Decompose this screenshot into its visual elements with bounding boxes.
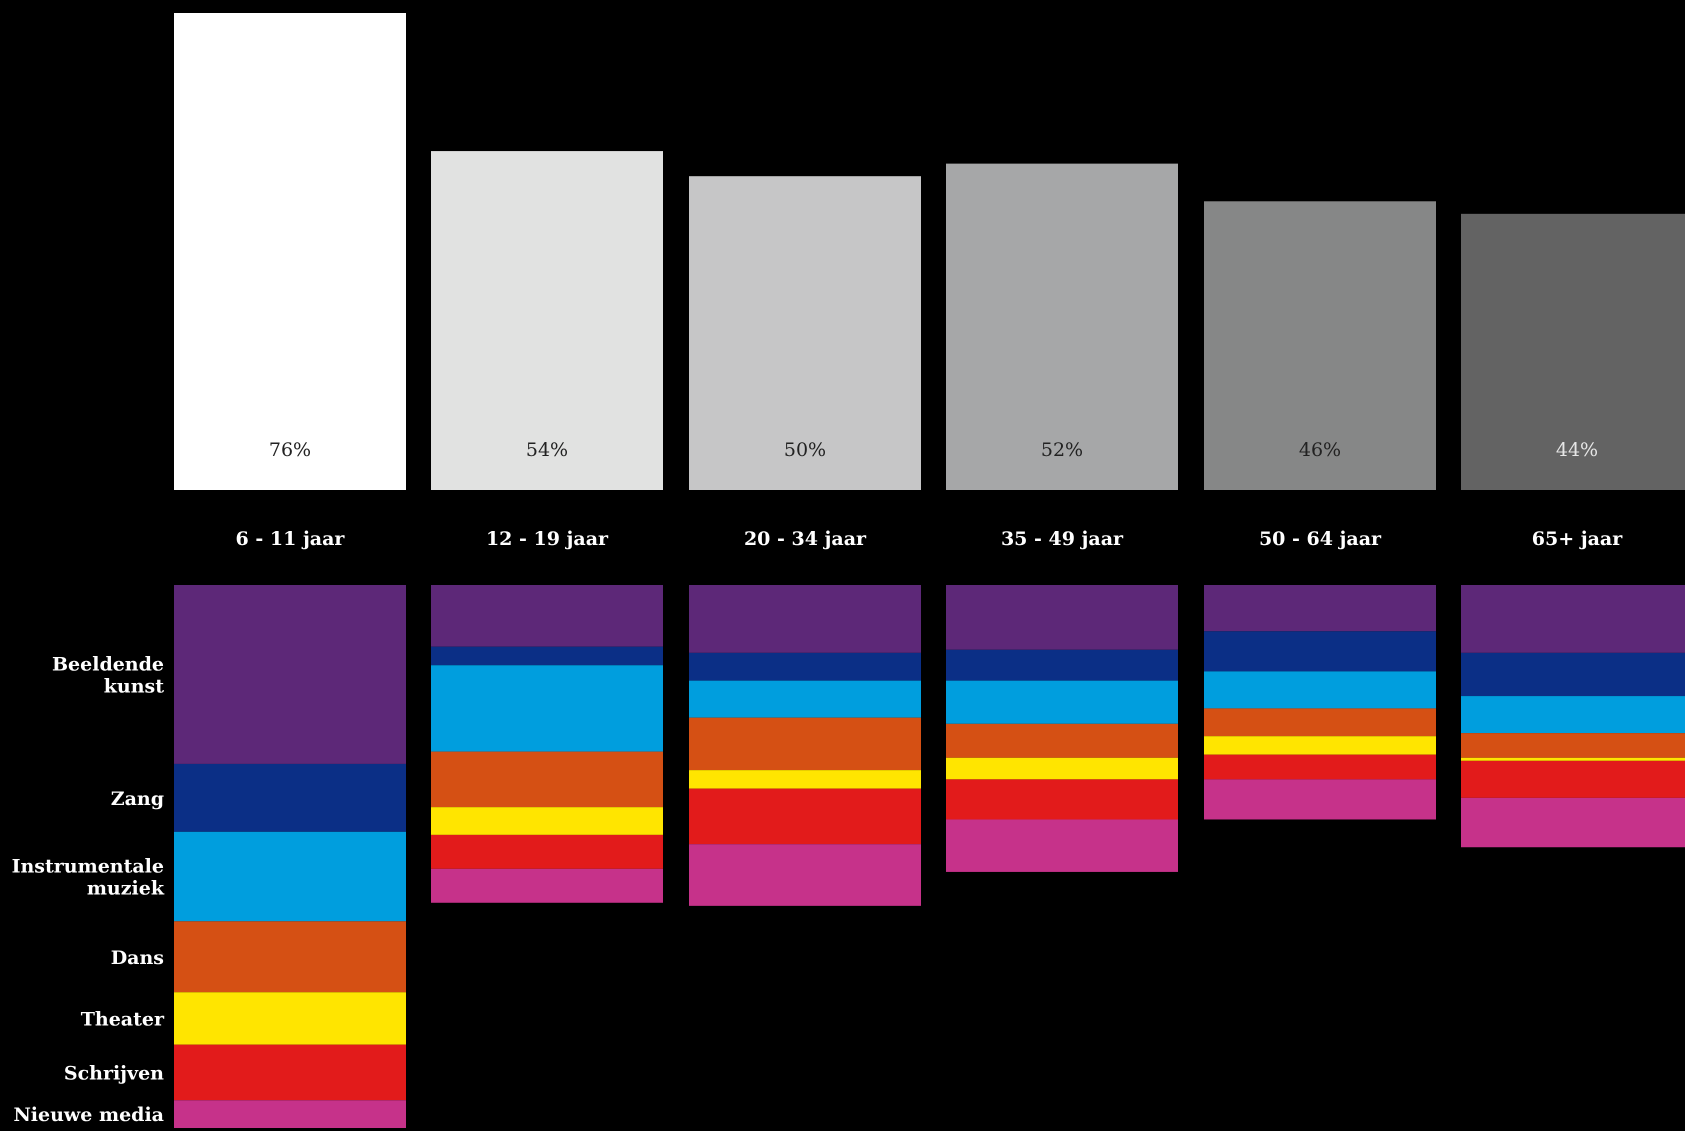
segment-instrumentale-muziek-50-64-jaar bbox=[1204, 671, 1436, 709]
age-label-20-34-jaar: 20 - 34 jaar bbox=[744, 528, 867, 550]
discipline-label-beeldende-kunst: Beeldende bbox=[52, 653, 164, 675]
segment-dans-65-jaar bbox=[1461, 733, 1685, 758]
segment-instrumentale-muziek-65-jaar bbox=[1461, 696, 1685, 734]
segment-dans-35-49-jaar bbox=[946, 723, 1178, 758]
segment-beeldende-kunst-20-34-jaar bbox=[689, 585, 921, 653]
segment-schrijven-50-64-jaar bbox=[1204, 754, 1436, 780]
age-label-12-19-jaar: 12 - 19 jaar bbox=[486, 528, 609, 550]
segment-schrijven-35-49-jaar bbox=[946, 779, 1178, 820]
bar-6-11-jaar bbox=[174, 13, 406, 490]
segment-nieuwe-media-65-jaar bbox=[1461, 797, 1685, 848]
segment-schrijven-65-jaar bbox=[1461, 760, 1685, 798]
segment-nieuwe-media-6-11-jaar bbox=[174, 1100, 406, 1128]
segment-beeldende-kunst-65-jaar bbox=[1461, 585, 1685, 653]
segment-nieuwe-media-12-19-jaar bbox=[431, 868, 663, 903]
discipline-label-theater: Theater bbox=[81, 1008, 165, 1030]
segment-theater-65-jaar bbox=[1461, 757, 1685, 761]
bar-value-label: 44% bbox=[1556, 439, 1598, 461]
discipline-label-instrumentale-muziek: muziek bbox=[87, 878, 165, 900]
segment-theater-6-11-jaar bbox=[174, 992, 406, 1045]
discipline-label-instrumentale-muziek: Instrumentale bbox=[12, 856, 164, 878]
age-label-65-jaar: 65+ jaar bbox=[1532, 528, 1623, 550]
bar-value-label: 50% bbox=[784, 439, 826, 461]
bar-20-34-jaar bbox=[689, 176, 921, 490]
segment-zang-12-19-jaar bbox=[431, 646, 663, 666]
segment-instrumentale-muziek-12-19-jaar bbox=[431, 665, 663, 752]
segment-dans-12-19-jaar bbox=[431, 751, 663, 808]
age-label-50-64-jaar: 50 - 64 jaar bbox=[1259, 528, 1382, 550]
segment-nieuwe-media-50-64-jaar bbox=[1204, 779, 1436, 820]
discipline-label-zang: Zang bbox=[111, 788, 164, 810]
segment-schrijven-20-34-jaar bbox=[689, 788, 921, 845]
bar-50-64-jaar bbox=[1204, 201, 1436, 490]
bar-value-label: 54% bbox=[526, 439, 568, 461]
segment-zang-20-34-jaar bbox=[689, 652, 921, 681]
segment-schrijven-6-11-jaar bbox=[174, 1044, 406, 1101]
segment-theater-20-34-jaar bbox=[689, 770, 921, 789]
bar-12-19-jaar bbox=[431, 151, 663, 490]
segment-dans-50-64-jaar bbox=[1204, 708, 1436, 737]
segment-instrumentale-muziek-35-49-jaar bbox=[946, 680, 1178, 724]
bar-65-jaar bbox=[1461, 213, 1685, 490]
bar-value-label: 76% bbox=[269, 439, 311, 461]
segment-beeldende-kunst-12-19-jaar bbox=[431, 585, 663, 647]
segment-beeldende-kunst-35-49-jaar bbox=[946, 585, 1178, 650]
segment-theater-35-49-jaar bbox=[946, 757, 1178, 780]
segment-beeldende-kunst-6-11-jaar bbox=[174, 585, 406, 764]
segment-nieuwe-media-35-49-jaar bbox=[946, 819, 1178, 872]
segment-nieuwe-media-20-34-jaar bbox=[689, 844, 921, 906]
segment-dans-6-11-jaar bbox=[174, 921, 406, 993]
segment-instrumentale-muziek-6-11-jaar bbox=[174, 831, 406, 922]
segment-zang-6-11-jaar bbox=[174, 763, 406, 832]
segment-theater-50-64-jaar bbox=[1204, 736, 1436, 755]
discipline-label-nieuwe-media: Nieuwe media bbox=[13, 1104, 164, 1126]
age-labels: 6 - 11 jaar 12 - 19 jaar 20 - 34 jaar 35 - … bbox=[236, 528, 1624, 550]
participation-bars: 76% 54% 50% 52% 46% 44% bbox=[174, 13, 1685, 490]
segment-zang-50-64-jaar bbox=[1204, 631, 1436, 672]
discipline-stacks bbox=[174, 585, 1685, 1128]
segment-zang-65-jaar bbox=[1461, 652, 1685, 697]
discipline-label-beeldende-kunst: kunst bbox=[104, 675, 164, 697]
bar-value-label: 52% bbox=[1041, 439, 1083, 461]
discipline-label-schrijven: Schrijven bbox=[64, 1062, 164, 1084]
segment-beeldende-kunst-50-64-jaar bbox=[1204, 585, 1436, 632]
age-label-35-49-jaar: 35 - 49 jaar bbox=[1001, 528, 1124, 550]
discipline-label-dans: Dans bbox=[111, 947, 164, 969]
bar-value-label: 46% bbox=[1299, 439, 1341, 461]
segment-schrijven-12-19-jaar bbox=[431, 834, 663, 869]
age-label-6-11-jaar: 6 - 11 jaar bbox=[236, 528, 346, 550]
segment-dans-20-34-jaar bbox=[689, 717, 921, 771]
segment-instrumentale-muziek-20-34-jaar bbox=[689, 680, 921, 718]
segment-zang-35-49-jaar bbox=[946, 649, 1178, 681]
segment-theater-12-19-jaar bbox=[431, 807, 663, 835]
bar-35-49-jaar bbox=[946, 163, 1178, 490]
